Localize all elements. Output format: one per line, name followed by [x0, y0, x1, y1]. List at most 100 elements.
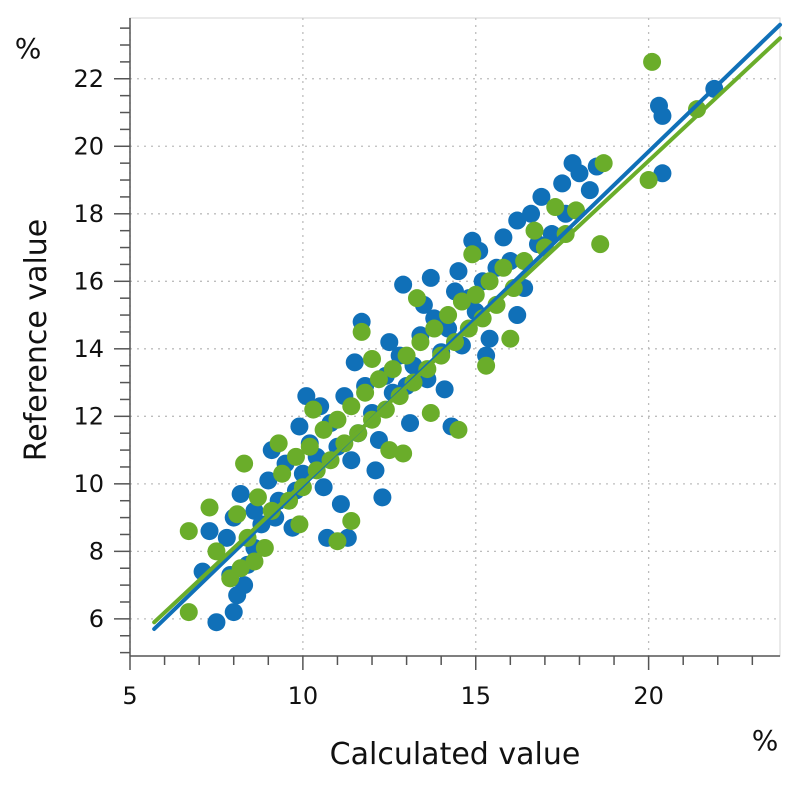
data-point-s0-22	[290, 417, 309, 436]
data-point-s1-58	[421, 403, 440, 422]
data-point-s0-40	[380, 333, 399, 352]
data-point-s1-40	[466, 285, 485, 304]
data-point-s1-38	[452, 292, 471, 311]
data-point-s1-70	[643, 52, 662, 71]
data-point-s0-12	[245, 501, 264, 520]
y-axis-title: Reference value	[19, 219, 54, 462]
x-tick-label-5: 5	[122, 682, 137, 710]
data-point-s0-4	[224, 603, 243, 622]
data-point-s1-30	[397, 346, 416, 365]
data-point-s1-64	[463, 245, 482, 264]
data-point-s0-49	[439, 319, 458, 338]
data-point-s1-6	[228, 505, 247, 524]
x-tick-label-15: 15	[460, 682, 491, 710]
regression-line-0	[152, 22, 782, 631]
data-point-s0-71	[570, 164, 589, 183]
data-point-s1-60	[304, 400, 323, 419]
axes	[114, 18, 780, 670]
data-point-s1-18	[314, 420, 333, 439]
data-point-s0-6	[235, 576, 254, 595]
data-point-s0-24	[314, 478, 333, 497]
data-point-s0-74	[508, 306, 527, 325]
data-point-s1-65	[501, 329, 520, 348]
y-tick-label-8: 8	[89, 537, 104, 565]
data-point-s0-33	[345, 353, 364, 372]
data-point-s1-63	[477, 356, 496, 375]
x-axis-title: Calculated value	[330, 737, 581, 772]
y-tick-label-20: 20	[73, 132, 104, 160]
data-point-s1-27	[376, 400, 395, 419]
data-point-s1-56	[342, 511, 361, 530]
y-tick-label-6: 6	[89, 605, 104, 633]
data-point-s0-62	[508, 211, 527, 230]
data-point-s1-69	[407, 289, 426, 308]
data-point-s0-14	[259, 471, 278, 490]
x-tick-label-10: 10	[288, 682, 319, 710]
data-point-s0-76	[463, 231, 482, 250]
data-point-s1-52	[591, 235, 610, 254]
data-point-s1-68	[380, 441, 399, 460]
data-point-s1-57	[328, 532, 347, 551]
data-point-s0-44	[401, 414, 420, 433]
data-point-s1-10	[255, 538, 274, 557]
data-point-s1-1	[179, 522, 198, 541]
data-point-s1-2	[200, 498, 219, 517]
data-point-s1-44	[494, 258, 513, 277]
data-point-s1-34	[425, 319, 444, 338]
data-point-s0-82	[421, 268, 440, 287]
y-axis-unit: %	[15, 32, 42, 65]
data-point-s1-12	[273, 464, 292, 483]
data-point-s0-64	[522, 204, 541, 223]
y-tick-label-10: 10	[73, 470, 104, 498]
data-point-s1-26	[369, 370, 388, 389]
data-point-s0-30	[331, 495, 350, 514]
data-point-s0-57	[480, 329, 499, 348]
data-point-s0-77	[373, 488, 392, 507]
tick-labels: 6 8 10 12 14 16 18 20 22 5 10 15 20	[73, 65, 663, 710]
data-series	[152, 22, 782, 632]
data-point-s1-3	[207, 542, 226, 561]
data-point-s1-20	[328, 410, 347, 429]
data-point-s1-42	[480, 272, 499, 291]
y-tick-label-22: 22	[73, 65, 104, 93]
data-point-s1-67	[245, 552, 264, 571]
data-point-s0-60	[494, 228, 513, 247]
data-point-s1-16	[300, 437, 319, 456]
y-tick-label-18: 18	[73, 200, 104, 228]
data-point-s1-28	[383, 360, 402, 379]
data-point-s1-55	[363, 349, 382, 368]
data-point-s1-53	[594, 154, 613, 173]
regression-line-1	[152, 36, 782, 625]
data-point-s1-54	[352, 322, 371, 341]
data-point-s0-79	[297, 387, 316, 406]
data-point-s1-59	[449, 420, 468, 439]
x-tick-label-20: 20	[633, 682, 664, 710]
x-axis-unit: %	[752, 724, 779, 757]
data-point-s0-3	[217, 528, 236, 547]
data-point-s0-87	[394, 275, 413, 294]
data-point-s1-49	[546, 198, 565, 217]
data-point-s1-22	[342, 397, 361, 416]
data-point-s1-61	[269, 434, 288, 453]
data-point-s1-14	[286, 447, 305, 466]
y-tick-label-14: 14	[73, 335, 104, 363]
data-point-s0-37	[366, 461, 385, 480]
data-point-s0-54	[449, 262, 468, 281]
data-point-s1-8	[235, 454, 254, 473]
y-tick-label-12: 12	[73, 402, 104, 430]
data-point-s1-71	[639, 171, 658, 190]
data-point-s0-11	[231, 484, 250, 503]
data-point-s1-47	[525, 221, 544, 240]
data-point-s0-85	[653, 164, 672, 183]
data-point-s1-5	[231, 559, 250, 578]
y-tick-label-16: 16	[73, 267, 104, 295]
data-point-s0-0	[207, 613, 226, 632]
data-point-s0-66	[532, 187, 551, 206]
data-point-s1-62	[394, 444, 413, 463]
data-point-s0-51	[435, 380, 454, 399]
data-point-s0-68	[553, 174, 572, 193]
data-point-s0-2	[200, 522, 219, 541]
data-point-s0-29	[342, 451, 361, 470]
data-point-s1-32	[411, 333, 430, 352]
